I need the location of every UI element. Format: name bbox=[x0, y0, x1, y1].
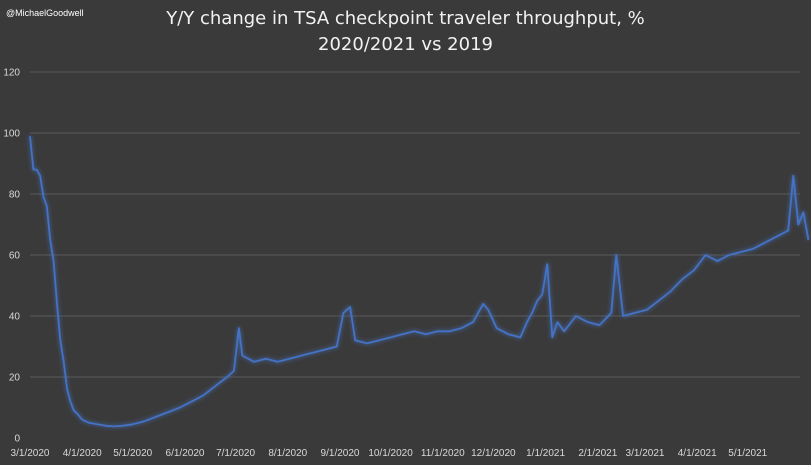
y-tick-label: 100 bbox=[3, 129, 20, 140]
x-tick-label: 3/1/2020 bbox=[11, 448, 50, 459]
x-tick-label: 3/1/2021 bbox=[626, 448, 665, 459]
chart-title-block: Y/Y change in TSA checkpoint traveler th… bbox=[0, 6, 811, 58]
x-tick-label: 5/1/2020 bbox=[113, 448, 152, 459]
y-tick-label: 40 bbox=[9, 312, 21, 323]
y-tick-label: 120 bbox=[3, 68, 20, 79]
x-tick-label: 4/1/2021 bbox=[678, 448, 717, 459]
x-tick-label: 2/1/2021 bbox=[578, 448, 617, 459]
chart-title: Y/Y change in TSA checkpoint traveler th… bbox=[166, 8, 645, 29]
x-tick-label: 9/1/2020 bbox=[321, 448, 360, 459]
x-tick-label: 7/1/2020 bbox=[216, 448, 255, 459]
x-tick-label: 1/1/2021 bbox=[526, 448, 565, 459]
y-tick-label: 60 bbox=[9, 251, 21, 262]
y-tick-label: 0 bbox=[14, 434, 20, 445]
x-tick-label: 6/1/2020 bbox=[166, 448, 205, 459]
chart-subtitle: 2020/2021 vs 2019 bbox=[318, 34, 493, 55]
x-tick-label: 8/1/2020 bbox=[268, 448, 307, 459]
x-tick-label: 12/1/2020 bbox=[471, 448, 516, 459]
y-tick-label: 80 bbox=[9, 190, 21, 201]
author-watermark: @MichaelGoodwell bbox=[6, 8, 84, 18]
series-line bbox=[29, 136, 810, 428]
x-tick-label: 5/1/2021 bbox=[728, 448, 767, 459]
x-tick-label: 4/1/2020 bbox=[63, 448, 102, 459]
x-tick-label: 11/1/2020 bbox=[421, 448, 465, 459]
x-tick-label: 10/1/2020 bbox=[368, 448, 413, 459]
y-tick-label: 20 bbox=[9, 373, 21, 384]
